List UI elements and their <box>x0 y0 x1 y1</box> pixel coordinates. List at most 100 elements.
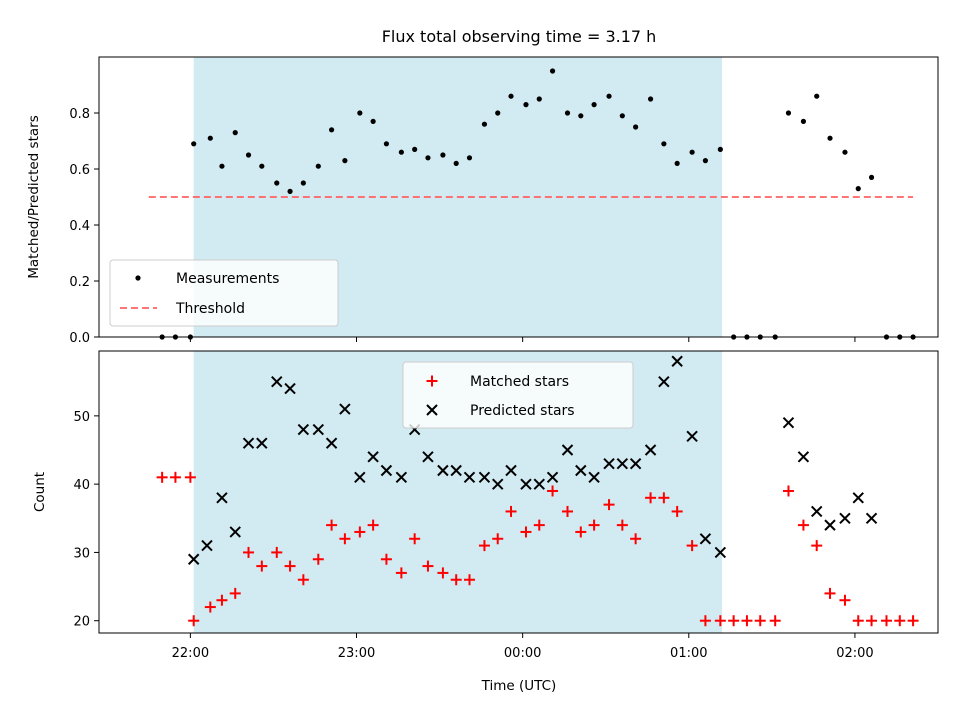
matched-star-marker <box>728 615 740 627</box>
measurement-point <box>814 93 820 99</box>
predicted-star-marker <box>450 464 462 477</box>
predicted-star-marker <box>367 451 379 463</box>
top-plot-frame <box>98 56 939 338</box>
predicted-star-marker <box>644 444 657 456</box>
measurement-point <box>578 113 584 119</box>
top-y-tick-label: 0.2 <box>69 275 90 290</box>
legend-box <box>109 259 339 327</box>
matched-star-marker <box>297 574 309 586</box>
marker-stroke <box>533 478 545 490</box>
marker-stroke <box>339 403 351 415</box>
matched-star-marker <box>811 540 823 552</box>
marker-stroke <box>201 539 213 552</box>
marker-stroke <box>797 451 810 463</box>
predicted-star-marker <box>216 492 228 504</box>
matched-star-marker <box>866 615 878 627</box>
matched-star-marker <box>339 533 351 545</box>
measurement-point <box>661 141 667 147</box>
matched-star-marker <box>354 526 366 538</box>
matched-star-marker <box>326 519 338 531</box>
marker-stroke <box>811 505 823 518</box>
matched-star-marker <box>229 587 241 599</box>
matched-star-marker <box>575 526 587 538</box>
matched-star-marker <box>478 540 490 552</box>
measurement-point <box>383 141 390 147</box>
matched-star-marker <box>839 594 851 606</box>
predicted-star-marker <box>603 457 615 470</box>
top-y-tick-label: 0.4 <box>69 219 90 234</box>
predicted-star-marker <box>284 382 296 395</box>
measurement-point <box>523 102 529 108</box>
predicted-star-marker <box>437 464 449 477</box>
predicted-star-marker <box>616 457 629 470</box>
marker-stroke <box>520 478 532 490</box>
marker-stroke <box>629 457 642 470</box>
measurement-point <box>606 93 612 99</box>
marker-stroke <box>284 382 296 395</box>
predicted-star-marker <box>658 376 670 388</box>
marker-stroke <box>297 423 310 436</box>
bottom-y-tick-label: 50 <box>73 410 90 425</box>
matched-star-marker <box>463 574 475 586</box>
matched-star-marker <box>284 560 296 572</box>
marker-stroke <box>325 437 338 449</box>
matched-star-marker <box>699 615 711 627</box>
marker-stroke <box>546 471 559 484</box>
matched-star-marker <box>616 519 628 531</box>
marker-stroke <box>216 492 228 504</box>
predicted-star-marker <box>671 355 683 367</box>
legend-predicted-marker <box>426 404 438 416</box>
top-y-tick-label: 0.8 <box>69 107 90 122</box>
measurement-point <box>842 149 848 155</box>
marker-stroke <box>367 451 379 463</box>
measurement-point <box>328 127 335 133</box>
marker-stroke <box>437 464 449 477</box>
bottom-y-tick-label: 30 <box>73 546 90 561</box>
marker-stroke <box>312 423 325 436</box>
measurement-point <box>717 146 723 152</box>
matched-star-marker <box>409 533 421 545</box>
matched-star-marker <box>714 615 726 627</box>
x-axis-label: Time (UTC) <box>481 678 557 694</box>
top-y-axis-label: Matched/Predicted stars <box>26 115 42 278</box>
matched-star-marker <box>880 615 892 627</box>
marker-stroke <box>782 416 795 429</box>
measurement-point <box>245 152 252 158</box>
top-legend: Measurements Threshold <box>109 259 339 327</box>
measurement-point <box>785 110 792 116</box>
measurement-point <box>342 158 348 164</box>
marker-stroke <box>839 512 851 524</box>
matched-star-marker <box>204 601 216 613</box>
predicted-star-marker <box>297 423 310 436</box>
measurement-point <box>287 188 293 194</box>
marker-stroke <box>699 533 712 545</box>
matched-star-marker <box>533 519 545 531</box>
predicted-star-marker <box>187 553 200 565</box>
marker-stroke <box>478 471 491 484</box>
predicted-star-marker <box>422 451 434 463</box>
predicted-star-marker <box>629 457 642 470</box>
marker-stroke <box>450 464 462 477</box>
bottom-y-axis-label: Count <box>32 472 48 512</box>
marker-stroke <box>714 546 727 559</box>
x-tick-label: 01:00 <box>670 646 707 661</box>
matched-star-marker <box>658 492 670 504</box>
bottom-panel: 22:00 23:00 00:00 01:00 02:00 20 30 40 50 Matched… <box>73 350 939 661</box>
marker-stroke <box>644 444 657 456</box>
matched-star-marker <box>395 567 407 579</box>
measurement-point <box>868 174 875 180</box>
predicted-star-marker <box>824 519 836 531</box>
predicted-star-marker <box>354 471 366 484</box>
measurement-point <box>274 180 280 186</box>
top-y-tick-label: 0.0 <box>69 331 90 346</box>
measurement-point <box>827 135 833 141</box>
matched-star-marker <box>603 499 615 511</box>
marker-stroke <box>242 437 255 449</box>
matched-star-marker <box>769 615 781 627</box>
x-tick-label: 22:00 <box>172 646 209 661</box>
measurement-point <box>370 118 376 124</box>
matched-star-marker <box>437 567 449 579</box>
predicted-star-marker <box>492 478 504 490</box>
matched-star-marker <box>156 471 168 483</box>
